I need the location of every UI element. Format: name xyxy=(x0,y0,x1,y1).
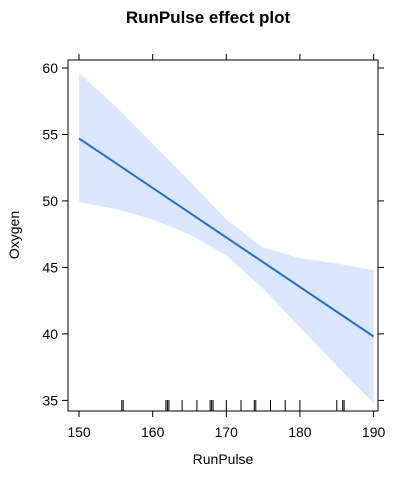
plot-frame xyxy=(67,59,379,412)
y-tick-label: 35 xyxy=(42,392,58,408)
x-tick-label: 150 xyxy=(67,424,91,440)
y-axis-label: Oxygen xyxy=(6,211,22,259)
chart-title: RunPulse effect plot xyxy=(126,8,291,27)
axes: 150 160 170 180 190 35 40 45 50 55 60 xyxy=(42,54,385,440)
fit-line-layer xyxy=(78,137,375,338)
y-tick-label: 50 xyxy=(42,193,58,209)
y-tick-label: 60 xyxy=(42,60,58,76)
x-tick-label: 160 xyxy=(141,424,165,440)
y-tick-label: 45 xyxy=(42,259,58,275)
x-tick-label: 190 xyxy=(362,424,386,440)
x-tick-label: 180 xyxy=(288,424,312,440)
y-tick-label: 55 xyxy=(42,127,58,143)
x-axis-label: RunPulse xyxy=(193,451,254,467)
y-tick-label: 40 xyxy=(42,326,58,342)
rug-layer xyxy=(121,400,345,411)
fit-line xyxy=(78,137,375,338)
x-tick-label: 170 xyxy=(215,424,239,440)
